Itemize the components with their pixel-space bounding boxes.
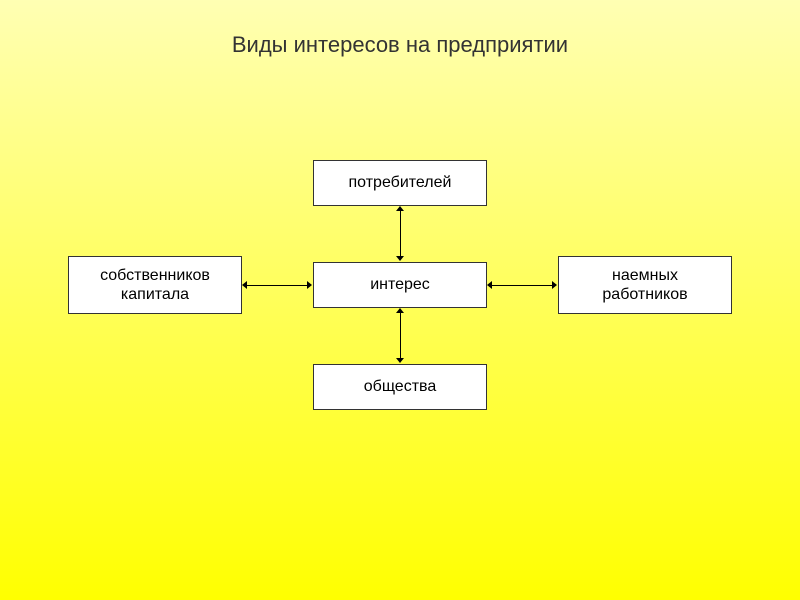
- node-bottom: общества: [313, 364, 487, 410]
- arrowhead: [487, 281, 492, 289]
- connector-line: [400, 312, 401, 360]
- node-top: потребителей: [313, 160, 487, 206]
- arrowhead: [552, 281, 557, 289]
- arrowhead: [307, 281, 312, 289]
- page-title: Виды интересов на предприятии: [0, 32, 800, 58]
- node-left: собственников капитала: [68, 256, 242, 314]
- connector-line: [400, 210, 401, 258]
- node-center: интерес: [313, 262, 487, 308]
- arrowhead: [396, 256, 404, 261]
- arrowhead: [396, 358, 404, 363]
- arrowhead: [396, 206, 404, 211]
- arrowhead: [396, 308, 404, 313]
- arrowhead: [242, 281, 247, 289]
- connector-line: [246, 285, 309, 286]
- connector-line: [491, 285, 554, 286]
- node-right: наемных работников: [558, 256, 732, 314]
